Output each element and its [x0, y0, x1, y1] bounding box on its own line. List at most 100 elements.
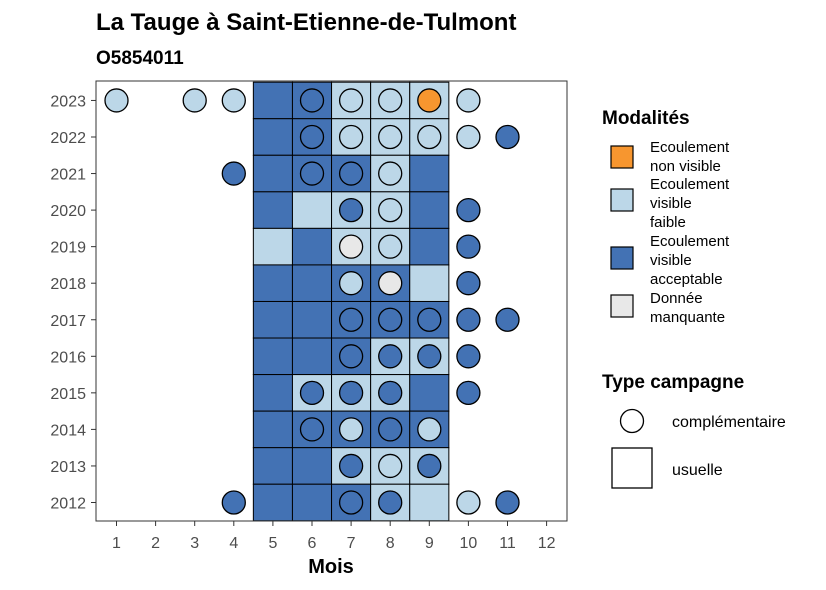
legend-label-va-1: visible — [650, 252, 692, 269]
point-2019-8 — [378, 234, 403, 259]
tile-2013-5 — [252, 447, 293, 485]
tile-2012-5 — [252, 483, 293, 522]
tile-2020-9 — [409, 191, 450, 229]
axes-layer: 1 2 3 4 5 6 7 8 9 10 11 122012201320142015201620172… — [50, 93, 555, 552]
point-2014-9 — [417, 417, 442, 442]
legend-label-usuelle: usuelle — [672, 462, 723, 479]
point-2019-7 — [338, 234, 364, 259]
legend-key-complementaire — [619, 408, 645, 434]
point-2012-4 — [221, 490, 246, 515]
legend-label-vf-0: Ecoulement — [650, 176, 730, 193]
legend-label-vf-1: visible — [650, 195, 692, 212]
tile-2013-6 — [291, 447, 333, 485]
point-2023-4 — [221, 88, 246, 113]
tile-2019-9 — [409, 227, 450, 266]
x-tick-label-1: 1 — [112, 535, 121, 552]
point-2017-8 — [378, 307, 403, 332]
point-2021-4 — [221, 161, 246, 186]
point-2022-6 — [299, 124, 325, 150]
x-tick-label-12: 12 — [538, 535, 556, 552]
point-2017-10 — [456, 307, 481, 332]
tile-2022-5 — [252, 118, 293, 156]
tile-2015-5 — [252, 374, 293, 412]
x-tick-label-7: 7 — [347, 535, 356, 552]
legend-label-va-0: Ecoulement — [650, 233, 730, 250]
x-tick-label-10: 10 — [460, 535, 478, 552]
legend-modalites-title: Modalités — [602, 108, 690, 129]
legend-label-complementaire: complémentaire — [672, 414, 786, 431]
tile-2023-5 — [252, 81, 293, 120]
point-2016-10 — [456, 344, 481, 369]
point-2021-6 — [299, 161, 325, 186]
point-2017-7 — [338, 307, 364, 332]
legend-key-va — [610, 246, 634, 270]
point-2023-8 — [378, 88, 403, 113]
chart-title: La Tauge à Saint-Etienne-de-Tulmont — [96, 9, 516, 36]
point-2022-7 — [338, 124, 364, 150]
point-2020-8 — [378, 197, 403, 223]
tile-2019-5 — [252, 227, 293, 266]
point-2023-1 — [104, 88, 129, 113]
x-tick-label-11: 11 — [499, 535, 516, 552]
tile-2019-6 — [291, 227, 333, 266]
tile-2012-9 — [409, 483, 450, 522]
legend-key-nv — [610, 145, 634, 169]
point-2023-6 — [299, 88, 325, 113]
tile-2017-6 — [291, 300, 333, 339]
legend-label-vf-2: faible — [650, 214, 686, 231]
x-tick-label-8: 8 — [386, 535, 395, 552]
legend-label-nv-0: Ecoulement — [650, 139, 730, 156]
x-tick-label-2: 2 — [151, 535, 160, 552]
tile-2016-5 — [252, 337, 293, 376]
tile-2020-6 — [291, 191, 333, 229]
x-axis-title: Mois — [308, 556, 354, 578]
legend-label-nd-0: Donnée — [650, 290, 703, 307]
point-2023-10 — [456, 88, 481, 113]
y-tick-label-2014: 2014 — [50, 422, 86, 439]
x-tick-label-3: 3 — [190, 535, 199, 552]
tile-2021-8 — [370, 154, 411, 193]
x-tick-label-6: 6 — [308, 535, 317, 552]
chart-subtitle: O5854011 — [96, 48, 184, 69]
point-2021-7 — [338, 161, 364, 186]
point-2013-9 — [417, 453, 442, 479]
point-2019-10 — [456, 234, 481, 259]
legend-label-va-2: acceptable — [650, 271, 723, 288]
point-2014-6 — [299, 417, 325, 442]
legend-label-nv-1: non visible — [650, 158, 721, 175]
legend-label-nd-1: manquante — [650, 309, 725, 326]
point-2021-8 — [378, 161, 403, 186]
y-tick-label-2018: 2018 — [50, 276, 86, 293]
point-2014-7 — [338, 417, 364, 442]
tile-2022-7 — [331, 118, 372, 156]
tile-2018-9 — [409, 264, 450, 302]
point-2022-8 — [378, 124, 403, 150]
point-2013-8 — [378, 453, 403, 479]
y-tick-label-2016: 2016 — [50, 349, 86, 366]
point-2012-11 — [495, 490, 520, 515]
y-tick-label-2015: 2015 — [50, 386, 86, 403]
point-2022-10 — [456, 124, 481, 150]
y-tick-label-2013: 2013 — [50, 459, 86, 476]
x-tick-label-5: 5 — [268, 535, 277, 552]
point-2016-7 — [338, 344, 364, 369]
legend-key-vf — [610, 188, 634, 212]
point-2020-10 — [456, 197, 481, 223]
point-layer — [104, 88, 520, 515]
tile-2018-5 — [252, 264, 293, 302]
point-2012-10 — [456, 490, 481, 515]
tile-2017-5 — [252, 300, 293, 339]
tile-2012-6 — [291, 483, 333, 522]
point-2012-7 — [338, 490, 364, 515]
point-2016-8 — [378, 344, 403, 369]
legend-key-usuelle — [611, 447, 653, 489]
point-2018-10 — [456, 271, 481, 296]
point-2015-6 — [299, 380, 325, 406]
x-tick-label-4: 4 — [229, 535, 238, 552]
legend-campaign-items: complémentaire usuelle — [611, 408, 786, 489]
legend-key-nd — [610, 294, 634, 318]
y-tick-label-2023: 2023 — [50, 93, 86, 110]
tile-2016-6 — [291, 337, 333, 376]
tile-2018-6 — [291, 264, 333, 302]
point-2017-11 — [495, 307, 520, 332]
